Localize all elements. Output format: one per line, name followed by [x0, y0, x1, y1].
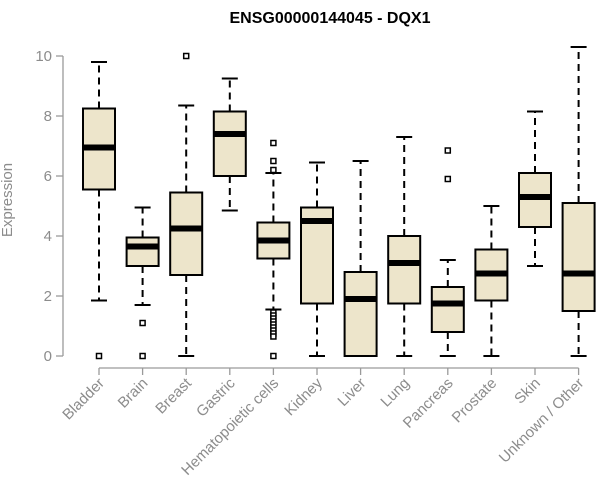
- plot-area: [82, 46, 596, 360]
- outlier-point: [270, 333, 277, 340]
- box-group: [82, 61, 116, 360]
- y-axis-label: Expression: [0, 163, 16, 237]
- x-tick-label: Brain: [115, 375, 152, 412]
- iqr-box: [169, 191, 204, 276]
- box-group: [518, 110, 552, 267]
- chart-title: ENSG00000144045 - DQX1: [229, 10, 430, 27]
- x-tick-label: Breast: [152, 374, 195, 417]
- x-tick-label: Prostate: [449, 375, 501, 427]
- box-group: [474, 205, 509, 357]
- iqr-box: [387, 235, 422, 305]
- box-group: [169, 52, 204, 357]
- box-group: [256, 139, 291, 360]
- iqr-box: [430, 286, 465, 333]
- y-axis: 0 2 4 6 8 10: [35, 48, 64, 365]
- outlier-point: [444, 175, 452, 183]
- x-tick-label: Bladder: [59, 375, 108, 424]
- box-group: [343, 160, 378, 357]
- outlier-point: [95, 352, 103, 360]
- y-tick-label: 0: [44, 348, 52, 365]
- outlier-point: [270, 157, 277, 165]
- x-tick-label: Lung: [377, 375, 413, 411]
- y-tick-label: 6: [44, 168, 52, 185]
- outlier-point: [182, 52, 190, 60]
- box-group: [387, 136, 422, 357]
- x-tick-label: Kidney: [281, 374, 326, 419]
- box-group: [561, 46, 596, 357]
- y-tick-label: 10: [35, 48, 52, 65]
- iqr-box: [212, 110, 247, 177]
- iqr-box: [561, 202, 596, 312]
- outlier-point: [139, 319, 146, 327]
- box-group: [125, 206, 160, 360]
- outlier-point: [270, 166, 277, 174]
- iqr-box: [125, 236, 160, 267]
- outlier-point: [139, 352, 146, 360]
- box-group: [300, 161, 334, 357]
- outlier-point: [270, 352, 277, 360]
- outlier-point: [270, 139, 277, 147]
- y-tick-label: 2: [44, 288, 52, 305]
- y-tick-label: 8: [44, 108, 52, 125]
- iqr-box: [343, 271, 378, 357]
- box-group: [430, 147, 465, 357]
- y-tick-label: 4: [44, 228, 52, 245]
- x-tick-label: Skin: [511, 375, 544, 408]
- x-tick-label: Liver: [334, 375, 369, 410]
- box-group: [212, 77, 247, 212]
- outlier-point: [444, 147, 452, 154]
